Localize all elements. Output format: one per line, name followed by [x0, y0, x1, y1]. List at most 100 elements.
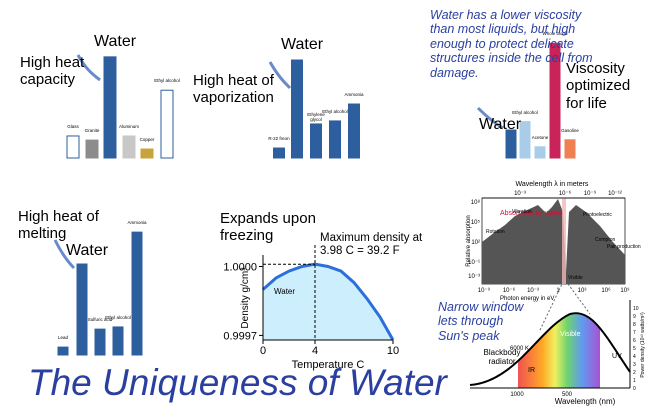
bar: [94, 328, 106, 356]
bar-label: Ethyl alcohol: [105, 314, 131, 320]
x-tick: 10⁻⁶: [503, 287, 516, 294]
bar-label: Ethyl alcohol: [512, 109, 538, 115]
bar-label: R-22 freon: [268, 136, 290, 142]
bar: [329, 120, 341, 159]
bar: [160, 89, 174, 159]
bar: [122, 135, 136, 159]
bar-label: Gasoline: [561, 127, 579, 133]
panel-title: High heat capacity: [20, 54, 85, 89]
region-label: Vibration: [512, 209, 532, 215]
bar-label: Copper: [139, 137, 155, 143]
top-label: Wavelength λ in meters: [516, 181, 589, 188]
y-tick: 3: [633, 362, 636, 368]
window-note: Narrow window lets through Sun's peak: [438, 300, 524, 343]
blackbody-plot: [469, 300, 631, 389]
panel-title: High heat of melting: [18, 208, 99, 243]
x-axis-label: Temperature C: [292, 359, 365, 371]
region-label: Rotation: [486, 229, 505, 235]
bar: [66, 135, 80, 159]
panel-title: Expands upon freezing: [220, 210, 316, 245]
top-tick: 10⁻¹²: [608, 191, 622, 197]
bar-label: Ethylene glycol: [307, 111, 325, 123]
y-tick: 6: [633, 338, 636, 344]
spectrum-plot: [481, 197, 626, 285]
highlight-label: Water: [66, 242, 109, 259]
y-tick: 10⁻³: [468, 274, 480, 280]
bar: [534, 146, 546, 159]
region-label: Compton: [595, 237, 616, 243]
bar-label: Ethyl alcohol: [322, 108, 348, 114]
absorption-label: Absorption by water: [500, 210, 563, 217]
y-tick: 1: [633, 378, 636, 384]
bar: [273, 147, 285, 159]
bar: [76, 263, 88, 356]
bar-label: Glass: [67, 123, 79, 129]
x-tick: 10⁶: [601, 287, 611, 294]
y-tick: 2: [633, 370, 636, 376]
y-tick: 4: [633, 354, 636, 360]
bar: [549, 42, 561, 159]
y-tick: 0: [633, 386, 636, 392]
annotation: Maximum density at 3.98 C = 39.2 F: [320, 232, 423, 258]
y-tick: 10: [633, 306, 639, 312]
bar: [140, 148, 154, 159]
bar: [505, 129, 517, 159]
bar: [348, 103, 360, 159]
bar-label: Ethyl alcohol: [154, 78, 180, 84]
top-tick: 10⁻⁶: [559, 190, 572, 197]
x-tick-label: 4: [312, 345, 318, 357]
x-tick: 1000: [510, 392, 524, 398]
page-title: The Uniqueness of Water: [28, 362, 447, 403]
region-label: Visible: [568, 275, 583, 281]
bar-label: Granite: [84, 128, 100, 134]
panel-title: Viscosity optimized for life: [566, 60, 631, 112]
x-tick-label: 0: [260, 345, 266, 357]
x-tick: 500: [562, 392, 573, 398]
x-axis-label: Wavelength (nm): [555, 397, 616, 406]
y-tick-label: 0.9997: [223, 330, 257, 342]
source-label: Blackbody radiator: [483, 348, 521, 367]
top-tick: 10⁻⁹: [584, 190, 597, 197]
y-tick: 10⁵: [471, 219, 481, 226]
x-axis-label: Photon energy in eV: [500, 296, 554, 302]
area-fill: [263, 264, 393, 340]
x-tick: 10⁻³: [527, 288, 539, 294]
arrows: [53, 54, 504, 270]
highlight-label: Water: [479, 116, 522, 133]
y-axis-label: Relative absorption: [466, 215, 472, 266]
bar: [564, 139, 576, 159]
top-tick: 10⁻³: [514, 191, 526, 197]
region-label: Pair production: [607, 244, 641, 250]
bar: [291, 59, 303, 159]
temperature: 6000 K: [510, 346, 529, 352]
x-tick: 1: [556, 288, 560, 294]
bar: [519, 121, 531, 159]
bar: [57, 346, 69, 356]
bar: [310, 123, 322, 159]
y-tick: 10²: [471, 240, 480, 246]
y-tick: 5: [633, 346, 636, 352]
window-lines: [539, 283, 591, 331]
panel-title: High heat of vaporization: [193, 72, 274, 107]
bar-label: Ammonia: [344, 92, 364, 97]
bar-label: Aluminum: [118, 123, 139, 129]
highlight-label: Water: [281, 36, 324, 53]
bar-label: Acetone: [531, 134, 549, 140]
density-line: [262, 262, 395, 341]
y-tick-label: 1.0000: [223, 261, 257, 273]
series-label: Water: [274, 287, 295, 296]
x-tick-label: 10: [387, 345, 399, 357]
band-label: Visible: [560, 331, 581, 338]
region-label: Photoelectric: [583, 212, 612, 218]
y-tick: 10⁸: [471, 199, 481, 206]
y-tick: 8: [633, 322, 636, 328]
y-tick: 9: [633, 314, 636, 320]
bar-label: Whole blood: [542, 31, 568, 37]
highlight-label: Water: [94, 32, 137, 50]
bar: [131, 231, 143, 356]
x-tick: 10⁻⁹: [478, 287, 491, 294]
y-tick: 7: [633, 330, 636, 336]
band-label: IR: [528, 367, 535, 374]
